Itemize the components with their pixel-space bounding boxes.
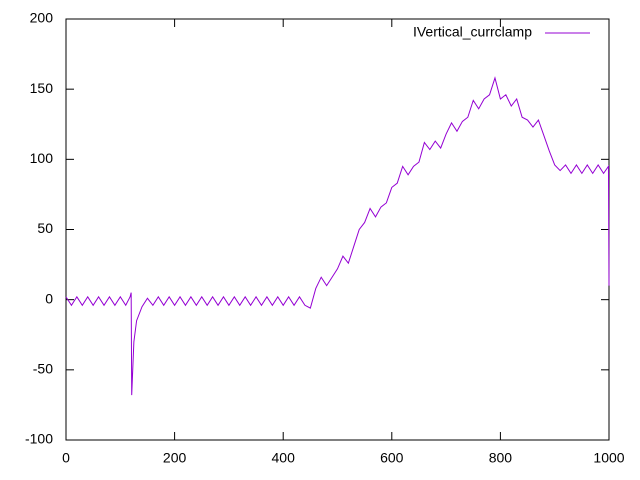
y-tick-label: 50 (37, 220, 53, 236)
x-tick-label: 800 (489, 450, 513, 466)
y-tick-label: 150 (30, 80, 54, 96)
x-tick-label: 200 (163, 450, 187, 466)
x-tick-label: 1000 (593, 450, 624, 466)
y-tick-label: 200 (30, 10, 54, 26)
x-tick-label: 600 (380, 450, 404, 466)
y-tick-label: 100 (30, 150, 54, 166)
plot-border (65, 18, 610, 441)
legend-label: IVertical_currclamp (413, 24, 532, 40)
data-line (65, 76, 610, 396)
x-tick-label: 0 (62, 450, 70, 466)
x-tick-label: 400 (272, 450, 296, 466)
y-tick-label: 0 (45, 290, 53, 306)
y-tick-label: -50 (33, 361, 53, 377)
y-tick-label: -100 (25, 431, 53, 447)
